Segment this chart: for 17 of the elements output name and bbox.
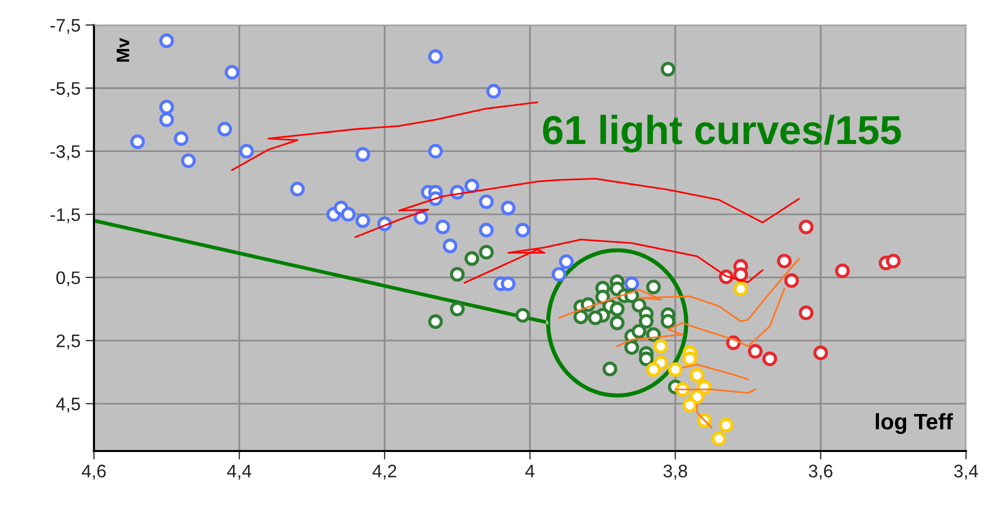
y-tick-label: -3,5	[50, 145, 80, 160]
x-tick-label: 4,6	[82, 464, 106, 480]
y-tick-label: 2,5	[56, 334, 80, 350]
y-tick-label: -7,5	[50, 19, 80, 34]
y-axis-title: Mv	[116, 38, 130, 62]
x-tick-label: 3,4	[954, 464, 978, 480]
y-tick-label: 4,5	[56, 398, 80, 413]
y-tick-label: 0,5	[56, 271, 80, 286]
x-tick-label: 4,2	[372, 464, 396, 480]
x-tick-label: 3,6	[808, 464, 832, 480]
annotation: 61 light curves/155	[543, 114, 901, 152]
x-axis-title: log Teff	[876, 413, 953, 434]
x-tick-label: 4	[525, 464, 534, 478]
x-tick-label: 3,8	[663, 464, 688, 480]
y-tick-label: -1,5	[50, 208, 80, 224]
x-tick-label: 4,4	[227, 464, 252, 480]
y-tick-label: -5,5	[50, 82, 80, 97]
